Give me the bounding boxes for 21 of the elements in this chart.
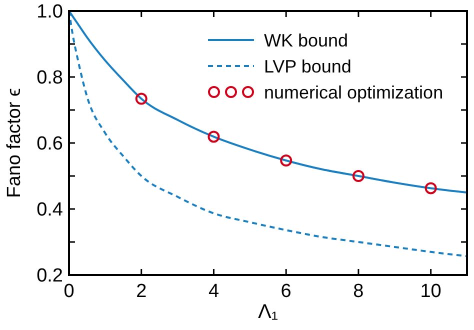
point	[135, 92, 148, 105]
y-tick-label: 0.8	[36, 68, 63, 89]
point	[352, 170, 364, 182]
x-tick-label: 10	[420, 281, 442, 302]
x-tick-label: 0	[64, 281, 74, 302]
y-tick-label: 0.6	[36, 134, 63, 155]
point	[208, 130, 220, 143]
y-axis-title: Fano factor ϵ	[4, 88, 25, 198]
x-tick-label: 2	[136, 281, 147, 302]
y-tick-label: 0.2	[36, 266, 63, 287]
y-tick-label: 1.0	[36, 2, 63, 23]
legend-label: WK bound	[264, 30, 348, 50]
legend-label: numerical optimization	[264, 82, 444, 102]
legend-label: LVP bound	[264, 56, 352, 76]
x-axis-title: Λ₁	[258, 301, 278, 323]
x-tick-label: 4	[208, 281, 220, 302]
point	[424, 182, 437, 194]
point	[280, 154, 292, 166]
x-tick-label: 8	[353, 281, 364, 302]
y-tick-label: 0.4	[36, 200, 64, 221]
x-tick-label: 6	[280, 281, 292, 302]
